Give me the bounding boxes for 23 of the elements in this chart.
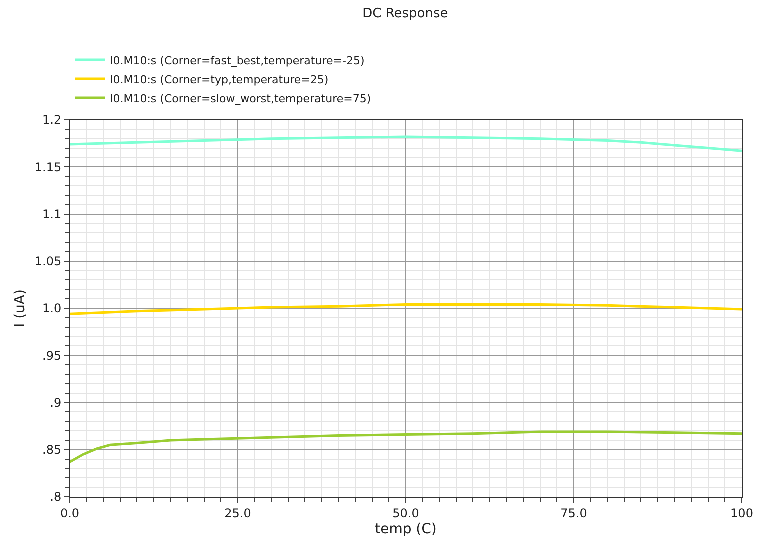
chart-title: DC Response <box>362 6 448 22</box>
y-tick-label: .95 <box>42 348 62 363</box>
y-tick-label: .9 <box>50 396 62 410</box>
line-series <box>70 303 742 316</box>
x-tick-label: 50.0 <box>392 506 420 520</box>
y-tick-label: 1.15 <box>34 160 62 174</box>
y-tick-label: 1.2 <box>42 113 62 128</box>
x-tick-label: 0.0 <box>60 506 80 520</box>
legend-label: I0.M10:s (Corner=slow_worst,temperature=75) <box>110 92 372 106</box>
x-tick-label: 100 <box>730 506 754 520</box>
line-series <box>70 136 742 152</box>
x-axis-title: temp (C) <box>375 522 437 538</box>
x-tick-label: 25.0 <box>224 506 252 520</box>
line-series <box>70 430 742 464</box>
legend-label: I0.M10:s (Corner=typ,temperature=25) <box>110 73 329 86</box>
y-tick-label: .8 <box>50 490 62 504</box>
y-tick-label: 1.05 <box>34 254 62 269</box>
y-tick-label: 1.0 <box>42 302 62 316</box>
y-tick-label: .85 <box>42 443 62 458</box>
y-tick-label: 1.1 <box>42 207 62 222</box>
x-tick-label: 75.0 <box>560 506 588 520</box>
y-axis-title: I (uA) <box>12 290 28 328</box>
legend-label: I0.M10:s (Corner=fast_best,temperature=-25) <box>110 54 365 68</box>
